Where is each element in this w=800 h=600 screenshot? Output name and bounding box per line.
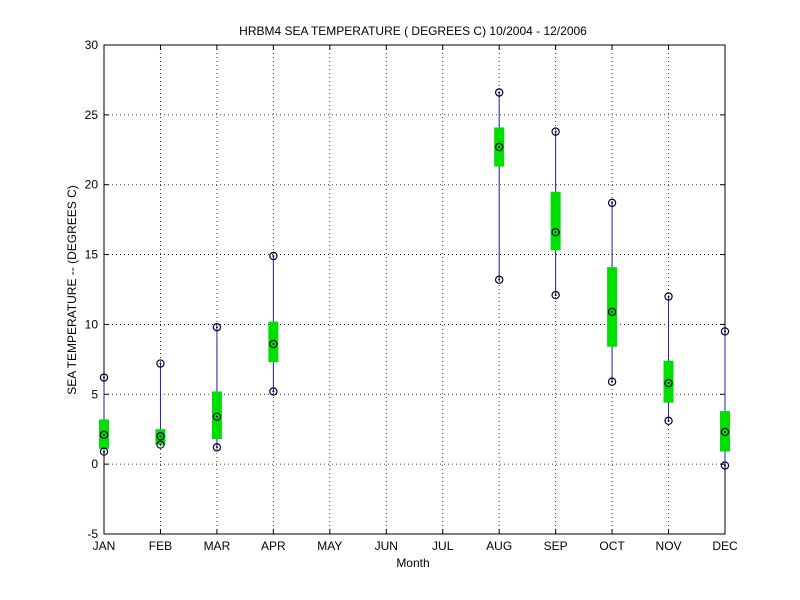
min-marker [551,290,560,300]
y-tick-label: 10 [85,317,99,331]
min-marker-dot [159,443,162,446]
median-marker-dot [667,382,670,385]
iqr-box [268,321,279,363]
iqr-box [663,360,674,403]
median-marker [156,432,165,441]
max-marker-dot [498,91,501,94]
iqr-box [550,191,561,251]
min-marker-dot [611,380,614,383]
max-marker [212,323,222,332]
box-jan [99,373,109,456]
max-marker-dot [724,330,726,333]
x-tick-label: MAY [317,539,342,553]
box-apr [268,251,279,396]
max-marker [269,251,278,261]
median-marker-dot [159,435,162,438]
y-tick-label: 20 [85,178,99,192]
x-tick-label: OCT [599,539,625,553]
median-marker-dot [103,433,105,436]
x-tick-label: NOV [656,539,682,553]
max-marker [551,127,560,136]
min-marker-dot [103,450,105,453]
median-marker [269,339,278,349]
median-marker [664,378,673,388]
median-marker [212,412,222,421]
x-tick-label: JUL [432,539,454,553]
median-marker-dot [611,310,614,313]
plot-area: -5 0 5 10 15 20 25 30 JAN FEB MAR APR MAY JUN JUL AUG SE… [85,38,738,553]
min-marker-dot [667,419,670,422]
max-marker [720,327,730,336]
min-marker [607,377,617,386]
max-marker-dot [611,201,614,204]
min-marker [720,461,730,470]
max-marker [494,88,504,97]
min-marker [99,447,109,456]
median-marker-dot [272,342,275,345]
y-tick-label: 15 [85,248,99,262]
y-axis-label: SEA TEMPERATURE -- (DEGREES C) [65,185,79,395]
max-marker-dot [272,254,275,257]
x-tick-label: JUN [375,539,398,553]
min-marker-dot [215,446,218,449]
x-tick-label: SEP [544,539,568,553]
y-tick-label: -5 [87,527,98,541]
median-marker [99,430,109,440]
min-marker [494,275,504,284]
median-marker-dot [554,231,557,234]
median-marker [607,307,617,317]
max-marker [99,373,109,382]
box-oct [607,198,618,386]
box-dec [720,327,730,470]
y-tick-label: 30 [85,38,99,52]
iqr-box [607,267,618,347]
y-tick-label: 5 [91,387,98,401]
min-marker [664,416,673,426]
box-sep [550,127,561,300]
max-marker-dot [215,326,218,329]
min-marker [156,440,165,449]
min-marker-dot [724,464,726,467]
min-marker-dot [554,294,557,297]
median-marker [720,427,730,437]
max-marker-dot [159,362,162,365]
box-mar [211,323,222,452]
x-tick-label: MAR [204,539,231,553]
max-marker [607,198,617,208]
min-marker-dot [498,278,501,281]
x-tick-label: APR [261,539,286,553]
max-marker-dot [554,130,557,133]
max-marker-dot [103,376,105,379]
median-marker-dot [724,431,726,434]
iqr-box [211,391,222,439]
min-marker [269,387,278,396]
x-tick-label: AUG [486,539,512,553]
median-marker-dot [215,415,218,418]
x-axis-label: Month [396,556,429,570]
box-aug [494,88,505,284]
axes-frame [103,44,726,535]
x-tick-label: JAN [93,539,116,553]
max-marker [664,292,673,301]
median-marker-dot [498,145,501,148]
median-marker [551,228,560,237]
box-nov [663,292,674,426]
chart-title: HRBM4 SEA TEMPERATURE ( DEGREES C) 10/20… [239,24,587,38]
x-tick-label: FEB [149,539,172,553]
box-feb [155,359,166,449]
max-marker [156,359,165,368]
median-marker [494,142,504,152]
x-tick-label: DEC [712,539,738,553]
min-marker-dot [272,390,275,393]
max-marker-dot [667,295,670,298]
y-tick-label: 0 [91,457,98,471]
y-tick-label: 25 [85,108,99,122]
min-marker [212,443,222,452]
